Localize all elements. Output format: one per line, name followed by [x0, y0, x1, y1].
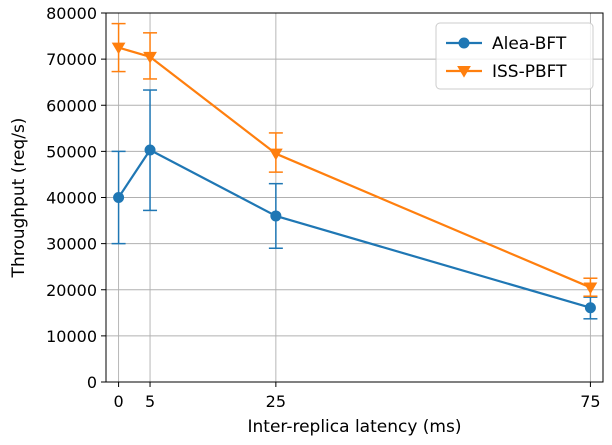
- axis-ticks: 0 5 25 75 0 10000 20000 30000 40000 50000 60000 700…: [46, 4, 601, 411]
- data-point-alea-bft: [144, 144, 156, 156]
- legend: Alea-BFT ISS-PBFT: [435, 22, 594, 90]
- legend-box: [435, 22, 594, 90]
- y-tick-label: 20000: [46, 281, 97, 300]
- x-axis-label: Inter-replica latency (ms): [248, 417, 462, 437]
- x-tick-label: 0: [113, 392, 123, 411]
- data-point-iss-pbft: [268, 148, 283, 161]
- legend-marker-alea-bft: [458, 37, 470, 49]
- x-tick-label: 25: [266, 392, 286, 411]
- data-point-alea-bft: [584, 302, 596, 314]
- series-markers: [111, 42, 598, 314]
- y-tick-label: 10000: [46, 327, 97, 346]
- y-axis-label: Throughput (req/s): [9, 118, 29, 279]
- data-point-iss-pbft: [111, 42, 126, 55]
- x-tick-label: 5: [145, 392, 155, 411]
- legend-label-iss-pbft: ISS-PBFT: [492, 62, 567, 82]
- y-tick-label: 50000: [46, 142, 97, 161]
- legend-marker-iss-pbft: [457, 66, 471, 78]
- y-tick-label: 70000: [46, 50, 97, 69]
- y-tick-label: 0: [87, 373, 97, 392]
- y-tick-label: 60000: [46, 96, 97, 115]
- x-tick-label: 75: [580, 392, 600, 411]
- series-lines: [117, 46, 591, 309]
- series-line-alea-bft: [117, 148, 591, 309]
- data-point-alea-bft: [270, 210, 282, 222]
- y-tick-label: 80000: [46, 4, 97, 23]
- data-point-iss-pbft: [143, 51, 157, 64]
- data-point-alea-bft: [113, 192, 125, 203]
- series-line-iss-pbft: [118, 46, 591, 289]
- legend-label-alea-bft: Alea-BFT: [492, 34, 567, 54]
- y-tick-label: 40000: [46, 189, 97, 208]
- y-tick-label: 30000: [46, 235, 97, 254]
- data-point-iss-pbft: [583, 282, 598, 295]
